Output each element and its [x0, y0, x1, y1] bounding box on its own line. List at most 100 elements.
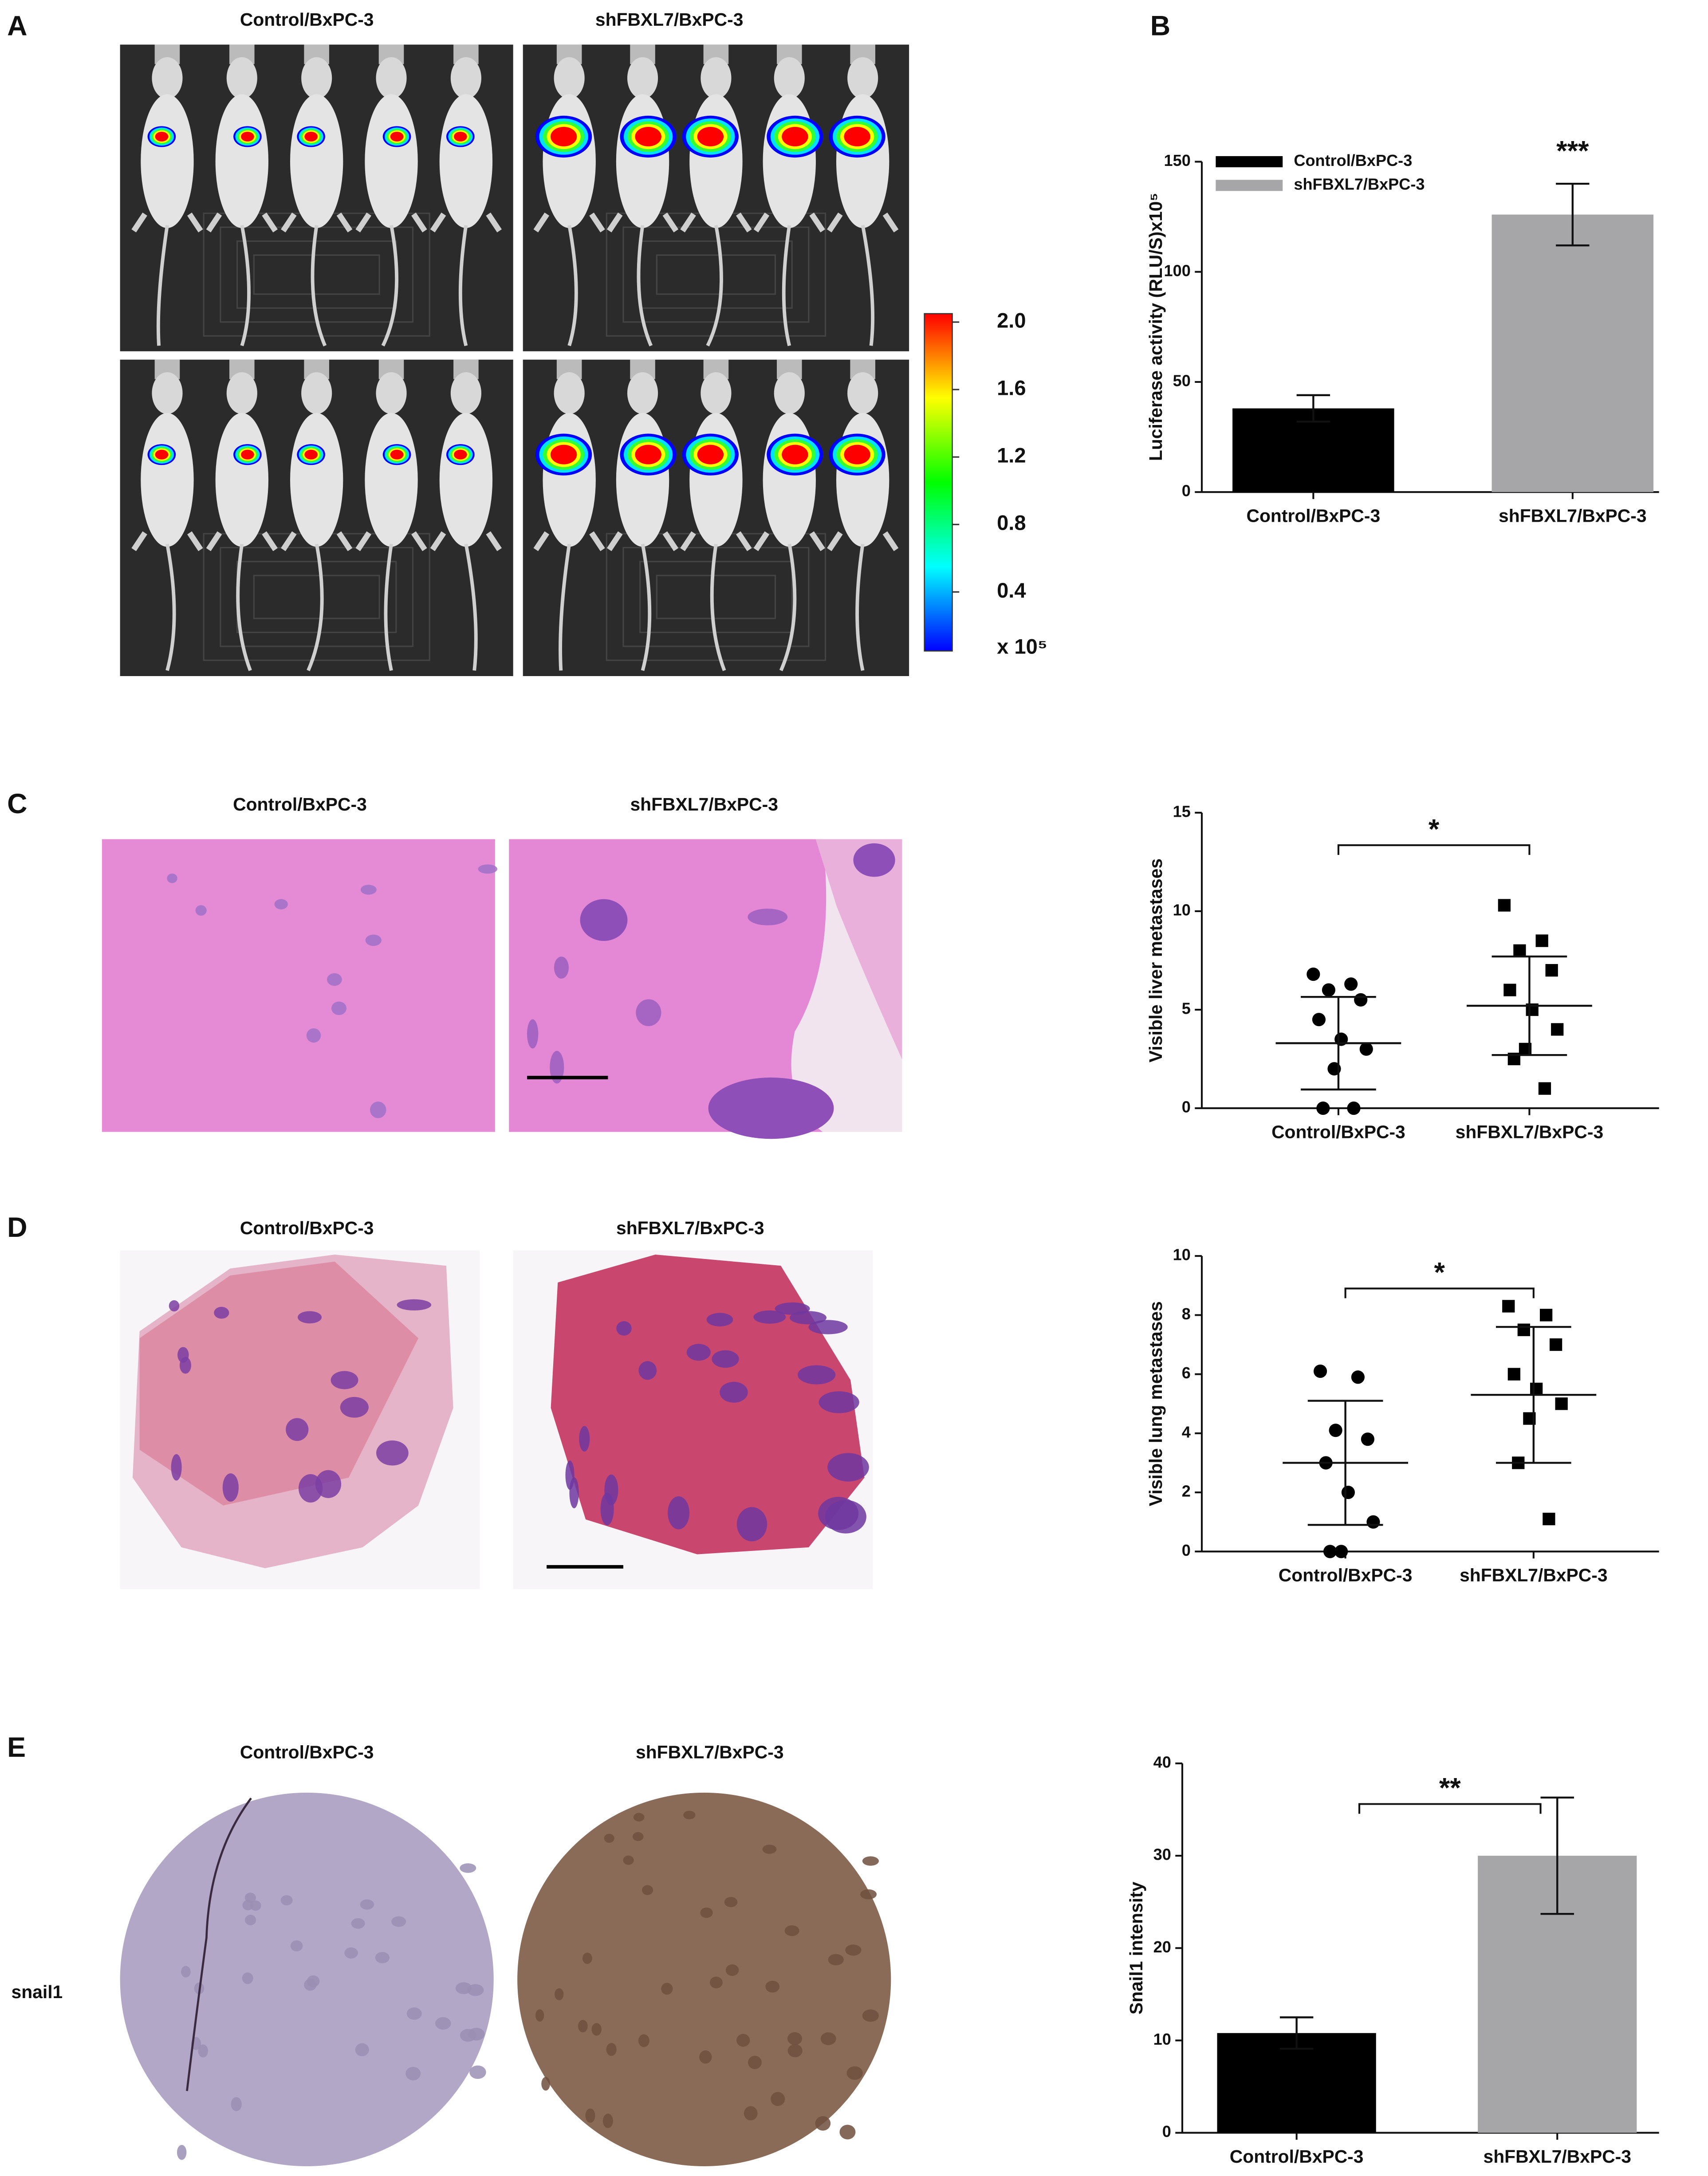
mouse-head [376, 57, 407, 99]
point [1530, 1382, 1543, 1396]
colorbar-tick-label: 2.0 [997, 308, 1026, 332]
colorbar-tick-label: 0.4 [997, 578, 1026, 602]
point [1551, 1023, 1564, 1036]
y-tick-label: 20 [1153, 1938, 1171, 1956]
point [1549, 1338, 1562, 1351]
tissue-spot [700, 1907, 713, 1918]
mouse-tail [458, 225, 468, 346]
tissue-spot [355, 2043, 369, 2057]
mouse-body [616, 94, 669, 228]
mouse-leg [206, 531, 222, 551]
y-tick-label: 10 [1153, 2030, 1171, 2048]
mouse-head [152, 57, 183, 99]
mouse-body [365, 413, 418, 547]
point [1329, 1424, 1342, 1437]
panel-letter: D [7, 1212, 27, 1243]
tissue-spot [370, 1102, 386, 1118]
tissue-spot [467, 1984, 484, 1996]
tissue-spot [839, 2125, 856, 2140]
mouse-tail [706, 225, 723, 347]
mouse-body [543, 413, 596, 547]
tissue-spot [638, 1361, 657, 1380]
tissue-spot [748, 909, 788, 925]
signal [635, 126, 661, 146]
mouse-leg [430, 531, 446, 551]
tissue-spot [274, 899, 288, 909]
tissue-spot [606, 2043, 617, 2056]
legend-swatch [1216, 156, 1283, 168]
y-tick-label: 6 [1182, 1364, 1191, 1382]
mouse-tail [782, 225, 791, 346]
y-tick-label: 15 [1173, 802, 1191, 820]
mouse-head [226, 57, 257, 99]
signal [453, 131, 467, 142]
point [1361, 1432, 1374, 1446]
mouse-leg [533, 212, 550, 232]
mouse-tail [710, 543, 726, 671]
point [1366, 1515, 1380, 1529]
mouse-body [836, 413, 889, 547]
tissue-spot [636, 999, 661, 1027]
mouse-tail [307, 543, 324, 671]
tissue-spot [360, 885, 377, 895]
y-tick-label: 2 [1182, 1482, 1191, 1500]
signal [782, 445, 808, 464]
point [1545, 964, 1558, 977]
tissue-spot [376, 1440, 409, 1466]
mouse-leg [589, 212, 605, 232]
tissue-spot [222, 1473, 239, 1502]
colorbar-tick-label: 1.2 [997, 444, 1026, 467]
tissue-spot [331, 1371, 358, 1389]
point [1347, 1101, 1361, 1115]
mouse-head [152, 372, 183, 414]
mouse-tail [384, 543, 393, 671]
mouse-leg [827, 531, 843, 551]
mouse-leg [206, 212, 222, 232]
signal [155, 449, 169, 460]
tissue-spot [668, 1496, 690, 1530]
tissue-spot [748, 2056, 762, 2069]
imaging-stage [253, 574, 380, 619]
mouse-tail [165, 543, 176, 671]
signal [453, 449, 467, 460]
image-label: shFBXL7/BxPC-3 [595, 9, 744, 30]
tissue-spot [744, 2106, 758, 2121]
signal [304, 449, 318, 460]
y-tick-label: 30 [1153, 1845, 1171, 1864]
mouse-leg [411, 212, 427, 232]
mouse-leg [411, 531, 427, 551]
mouse-tail [641, 543, 652, 671]
y-tick-label: 0 [1182, 1541, 1191, 1559]
metastasis [708, 1077, 834, 1139]
tissue-spot [815, 2116, 831, 2131]
mouse-leg [736, 531, 752, 551]
crack [186, 1798, 252, 2091]
y-tick-label: 150 [1164, 151, 1191, 169]
significance-bracket [1344, 1287, 1535, 1299]
tissue-spot [724, 1897, 738, 1908]
colorbar-unit: x 10⁵ [997, 635, 1047, 658]
mouse-head [301, 57, 332, 99]
mouse-leg [281, 531, 297, 551]
point [1543, 1512, 1555, 1526]
mouse-leg [662, 531, 679, 551]
tissue-spot [712, 1350, 739, 1368]
signal [844, 126, 870, 146]
mouse-body [141, 413, 194, 547]
mouse-body [616, 413, 669, 547]
panel-letter: C [7, 788, 27, 819]
tissue-spot [177, 2145, 187, 2160]
tissue-spot [290, 1940, 303, 1952]
y-tick-label: 5 [1182, 999, 1191, 1018]
tissue-spot [181, 1966, 191, 1978]
point [1502, 1300, 1515, 1313]
image-label: Control/BxPC-3 [240, 1218, 374, 1238]
tissue-spot [327, 973, 342, 986]
row-label: snail1 [12, 1982, 63, 2002]
signal [635, 445, 661, 464]
mouse-head [847, 57, 878, 99]
tissue-spot [391, 1916, 406, 1927]
mouse-head [847, 372, 878, 414]
tissue-spot [365, 934, 382, 946]
point [1323, 1545, 1337, 1558]
